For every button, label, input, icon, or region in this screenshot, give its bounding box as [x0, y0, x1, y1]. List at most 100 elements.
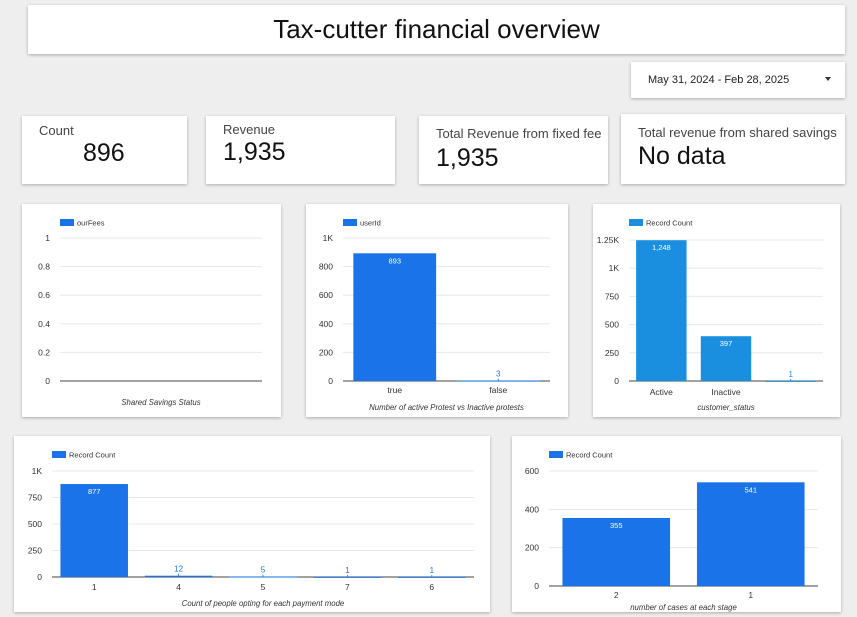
y-tick-label: 750	[28, 493, 42, 503]
y-tick-label: 0	[328, 376, 333, 386]
bar-value-label: 1,248	[652, 243, 671, 252]
legend-swatch	[629, 219, 643, 226]
date-range-picker[interactable]: May 31, 2024 - Feb 28, 2025	[631, 62, 845, 98]
y-tick-label: 600	[319, 290, 333, 300]
kpi-label: Count	[39, 123, 74, 138]
kpi-label: Revenue	[223, 122, 276, 137]
bar[interactable]	[700, 336, 752, 381]
legend-swatch	[60, 219, 74, 226]
bar[interactable]	[353, 253, 437, 381]
kpi-value: 1,935	[436, 144, 499, 172]
y-tick-label: 0.6	[38, 290, 50, 300]
y-tick-label: 1K	[609, 263, 620, 273]
x-axis-title: Count of people opting for each payment …	[182, 599, 345, 608]
kpi-value: 896	[83, 139, 125, 167]
kpi-value: No data	[638, 142, 726, 170]
y-tick-label: 1K	[32, 466, 43, 476]
x-tick-label: true	[387, 385, 402, 395]
chart-card-active-protests: userId 0 200 400 600 800 1K 893 true 3 false Number…	[306, 204, 568, 417]
bar-value-label: 355	[610, 521, 623, 530]
legend-label: Record Count	[646, 219, 693, 228]
x-tick-label: 4	[176, 582, 181, 592]
kpi-card-count: Count 896	[22, 116, 187, 184]
x-axis-title: Number of active Protest vs Inactive pro…	[369, 403, 524, 412]
y-tick-label: 1K	[323, 233, 334, 243]
bar-value-label: 541	[744, 485, 757, 494]
chart-card-payment-mode: Record Count 0 250 500 750 1K 877 1 12 4 5 5 1 7 1 6 Cou…	[14, 436, 490, 612]
kpi-label: Total revenue from shared savings	[638, 125, 837, 140]
bar-value-label: 12	[174, 565, 183, 574]
y-tick-label: 0	[37, 572, 42, 582]
chart-card-case-stage: Record Count 0 200 400 600 355 2 541 1 number of …	[512, 436, 841, 612]
y-tick-label: 0	[45, 376, 50, 386]
legend-swatch	[52, 451, 66, 458]
legend-swatch	[549, 451, 563, 458]
chart-svg: ourFees 0 0.2 0.4 0.6 0.8 1 Shared Savings Stat…	[38, 219, 262, 407]
kpi-card-revenue: Revenue 1,935	[206, 116, 395, 184]
x-tick-label: 7	[345, 582, 350, 592]
bar[interactable]	[562, 517, 671, 586]
y-tick-label: 0	[534, 581, 539, 591]
x-axis-title: customer_status	[697, 403, 754, 412]
y-tick-label: 500	[28, 519, 42, 529]
x-tick-label: 1	[92, 582, 97, 592]
kpi-card-shared-savings-revenue: Total revenue from shared savings No dat…	[621, 114, 845, 184]
bar[interactable]	[60, 484, 128, 577]
bar-value-label: 893	[388, 256, 401, 265]
y-tick-label: 400	[525, 504, 539, 514]
bar-value-label: 397	[720, 339, 733, 348]
y-tick-label: 0	[614, 376, 619, 386]
chart-svg: userId 0 200 400 600 800 1K 893 true 3 false Number…	[319, 219, 550, 412]
bar-value-label: 1	[788, 370, 793, 379]
y-tick-label: 250	[28, 546, 42, 556]
kpi-label: Total Revenue from fixed fee	[436, 126, 602, 141]
x-tick-label: Active	[650, 387, 673, 397]
bar[interactable]	[456, 380, 540, 382]
y-tick-label: 600	[525, 466, 539, 476]
chart-svg: Record Count 0 250 500 750 1K 1.25K 1,248 Active…	[597, 219, 823, 412]
kpi-value: 1,935	[223, 138, 286, 166]
chart-svg: Record Count 0 200 400 600 355 2 541 1 number of …	[525, 451, 818, 612]
x-tick-label: 6	[429, 582, 434, 592]
y-tick-label: 1	[45, 233, 50, 243]
bar[interactable]	[313, 576, 382, 578]
bar-value-label: 3	[496, 370, 501, 379]
x-tick-label: Inactive	[711, 387, 741, 397]
x-axis-title: Shared Savings Status	[121, 398, 200, 407]
legend-label: userId	[360, 219, 381, 228]
bar[interactable]	[765, 380, 816, 382]
legend-label: Record Count	[566, 451, 613, 460]
x-axis-title: number of cases at each stage	[630, 603, 737, 612]
chart-card-shared-savings: ourFees 0 0.2 0.4 0.6 0.8 1 Shared Savings Stat…	[22, 204, 281, 417]
y-tick-label: 0.8	[38, 262, 50, 272]
x-tick-label: 2	[614, 590, 619, 600]
date-range-label: May 31, 2024 - Feb 28, 2025	[648, 74, 790, 86]
y-tick-label: 0.4	[38, 319, 50, 329]
y-tick-label: 200	[319, 347, 333, 357]
y-tick-label: 0.2	[38, 347, 50, 357]
bar[interactable]	[398, 576, 466, 578]
dropdown-caret-icon[interactable]	[825, 77, 831, 81]
y-tick-label: 200	[525, 543, 539, 553]
y-tick-label: 250	[605, 348, 619, 358]
bar-value-label: 1	[430, 566, 435, 575]
bar[interactable]	[636, 240, 687, 381]
legend-swatch	[343, 219, 357, 226]
chart-svg: Record Count 0 250 500 750 1K 877 1 12 4 5 5 1 7 1 6 Cou…	[28, 451, 474, 608]
x-tick-label: false	[489, 385, 507, 395]
x-tick-label: 5	[261, 582, 266, 592]
legend-label: Record Count	[69, 451, 116, 460]
chart-card-customer-status: Record Count 0 250 500 750 1K 1.25K 1,248 Active…	[593, 204, 840, 417]
y-tick-label: 400	[319, 319, 333, 329]
page-title: Tax-cutter financial overview	[273, 14, 600, 44]
legend-label: ourFees	[77, 219, 105, 228]
y-tick-label: 800	[319, 262, 333, 272]
bar-value-label: 877	[88, 487, 101, 496]
bar[interactable]	[696, 482, 805, 586]
x-tick-label: 1	[748, 590, 753, 600]
report-title-card: Tax-cutter financial overview	[28, 5, 845, 54]
bar-value-label: 1	[345, 566, 350, 575]
y-tick-label: 1.25K	[597, 235, 620, 245]
y-tick-label: 750	[605, 291, 619, 301]
kpi-card-fixed-fee-revenue: Total Revenue from fixed fee 1,935	[419, 116, 608, 184]
